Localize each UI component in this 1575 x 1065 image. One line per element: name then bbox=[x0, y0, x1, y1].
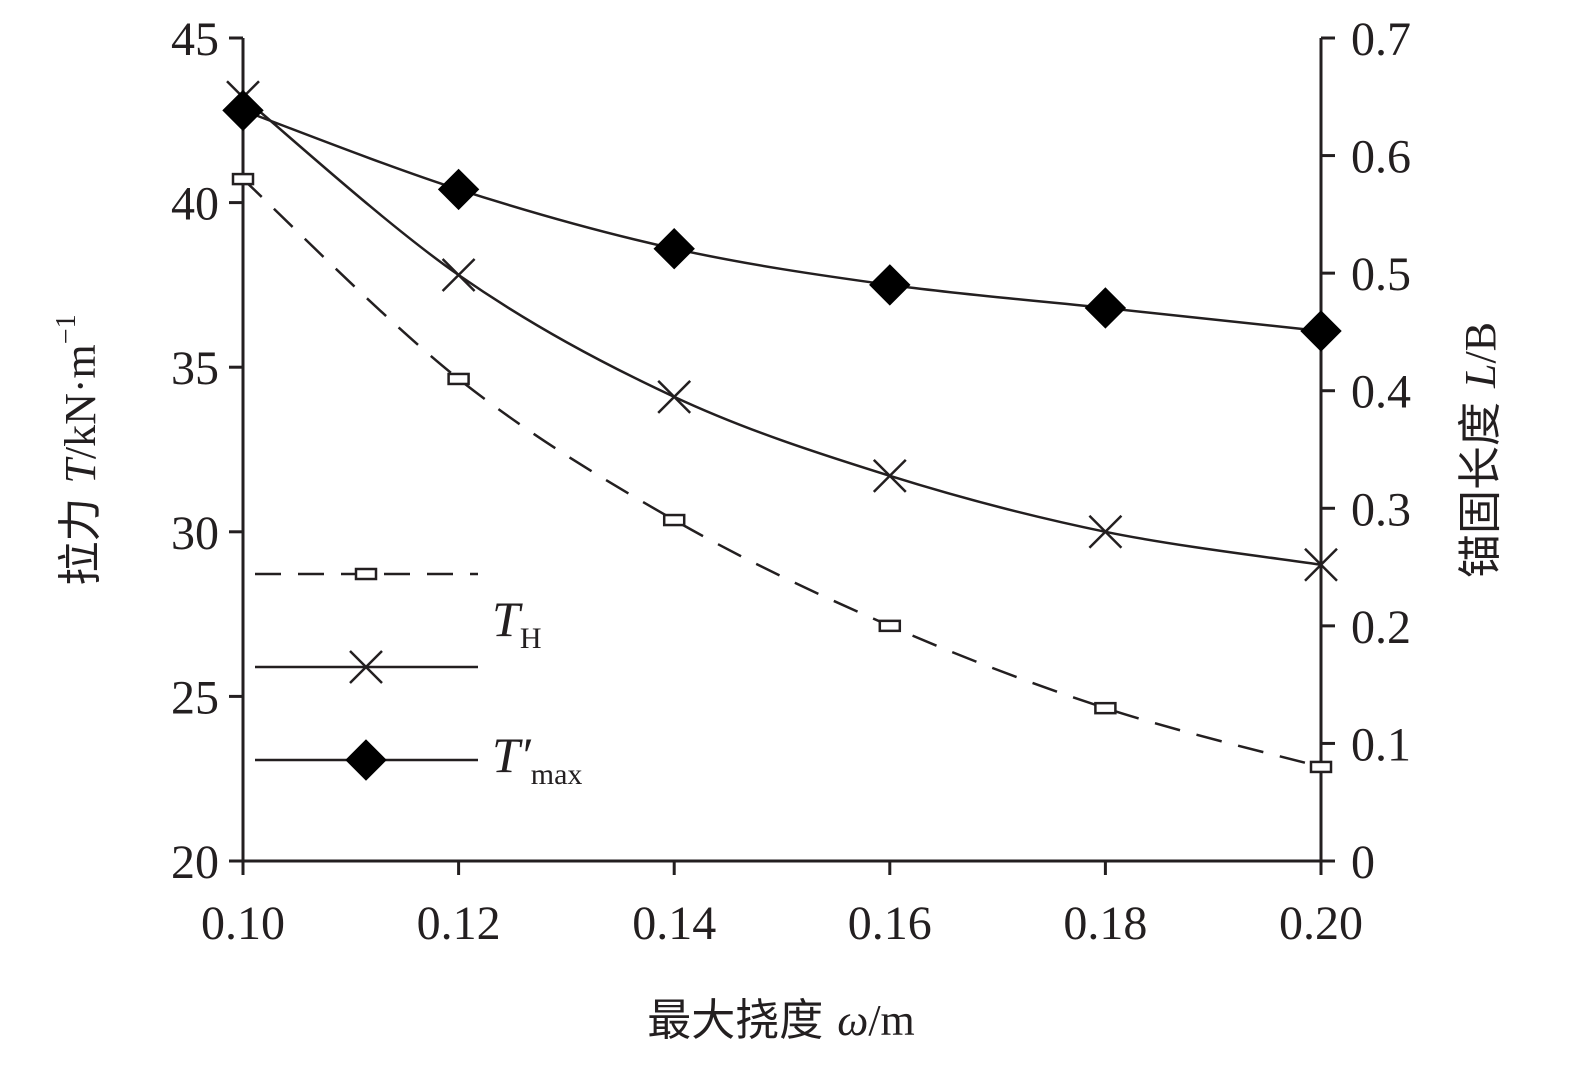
y-left-tick-label: 40 bbox=[171, 178, 219, 231]
series-1-point-1-stroke-b bbox=[441, 258, 476, 292]
x-tick-label: 0.18 bbox=[1063, 897, 1147, 950]
legend-label-2-sub: max bbox=[531, 758, 583, 791]
y-right-tick-label: 0.5 bbox=[1351, 248, 1411, 301]
y-right-tick-label: 0.2 bbox=[1351, 601, 1411, 654]
series-1-point-2-stroke-b bbox=[657, 379, 692, 414]
y-right-tick-label: 0.3 bbox=[1351, 483, 1411, 536]
series-1-point-5 bbox=[1304, 547, 1338, 582]
series-0-point-2 bbox=[662, 513, 686, 527]
y-right-axis-title-suffix: /B bbox=[1456, 322, 1505, 364]
x-axis-title-suffix: /m bbox=[868, 996, 914, 1045]
legend-label-2: T′max bbox=[492, 727, 582, 791]
x-tick-label: 0.16 bbox=[848, 897, 932, 950]
series-1-point-3 bbox=[872, 458, 907, 493]
series-2-point-4 bbox=[1084, 287, 1127, 329]
x-axis-title-prefix: 最大挠度 bbox=[647, 995, 837, 1046]
series-0-line bbox=[242, 178, 1322, 769]
series-2-point-1 bbox=[437, 168, 480, 211]
y-left-axis-title-var: T bbox=[56, 456, 105, 484]
series-2-point-3 bbox=[869, 264, 911, 306]
series-0-point-5 bbox=[1309, 760, 1333, 774]
legend-marker-1 bbox=[349, 650, 383, 684]
series-0-point-4 bbox=[1094, 701, 1117, 715]
series-2-line bbox=[242, 109, 1322, 333]
series-0-point-1 bbox=[447, 372, 470, 386]
y-right-tick-label: 0.4 bbox=[1351, 366, 1411, 419]
series-1-point-4 bbox=[1088, 514, 1123, 549]
series-1-point-5-stroke-b bbox=[1304, 547, 1338, 582]
y-left-tick-label: 20 bbox=[171, 836, 219, 889]
y-right-tick-label: 0.1 bbox=[1351, 718, 1411, 771]
y-left-tick-label: 30 bbox=[171, 507, 219, 560]
series-1 bbox=[226, 80, 1338, 582]
series-1-point-3-stroke-b bbox=[872, 458, 907, 493]
series-layer bbox=[222, 80, 1342, 774]
x-axis-title: 最大挠度 ω/m bbox=[647, 995, 915, 1046]
y-left-axis-title-sup: −1 bbox=[51, 314, 82, 344]
legend-marker-0 bbox=[354, 567, 378, 581]
series-0 bbox=[231, 172, 1333, 774]
series-0-point-0 bbox=[231, 172, 255, 186]
legend-marker-1-stroke-b bbox=[349, 650, 383, 684]
y-right-tick-label: 0.6 bbox=[1351, 131, 1411, 184]
x-tick-label: 0.12 bbox=[417, 897, 501, 950]
series-1-line bbox=[242, 96, 1322, 566]
series-0-point-3 bbox=[878, 619, 902, 633]
y-left-tick-label: 45 bbox=[171, 13, 219, 66]
legend-label-1: TH bbox=[492, 591, 541, 655]
y-right-tick-label: 0.7 bbox=[1351, 13, 1411, 66]
plot-area: 20 25 30 35 40 45 0 0.1 0.2 0.3 0.4 0.5 0.6 0.7 0.10 0.… bbox=[171, 13, 1411, 950]
legend-label-1-name: T bbox=[492, 591, 523, 647]
series-1-point-2 bbox=[657, 379, 692, 414]
series-1-point-1 bbox=[441, 258, 476, 292]
legend: TH T′max bbox=[255, 567, 582, 791]
x-tick-label: 0.14 bbox=[632, 897, 716, 950]
legend-label-1-sub: H bbox=[520, 622, 542, 655]
y-left-axis-title: 拉力 T/kN·m−1 bbox=[51, 314, 106, 585]
y-left-tick-label: 35 bbox=[171, 342, 219, 395]
y-left-axis-title-suffix: /kN·m bbox=[56, 344, 105, 459]
series-2-point-0 bbox=[222, 89, 264, 132]
series-1-point-4-stroke-b bbox=[1088, 514, 1123, 549]
legend-label-2-name: T′ bbox=[492, 727, 532, 783]
y-left-tick-label: 25 bbox=[171, 671, 219, 724]
y-left-axis-title-prefix: 拉力 bbox=[55, 484, 106, 586]
x-tick-label: 0.20 bbox=[1279, 897, 1363, 950]
y-right-tick-label: 0 bbox=[1351, 836, 1375, 889]
y-right-axis-title-var: L bbox=[1456, 364, 1505, 389]
x-axis-title-var: ω bbox=[837, 996, 868, 1045]
y-right-axis-title-prefix: 锚固长度 bbox=[1455, 388, 1506, 578]
legend-marker-2 bbox=[345, 739, 387, 781]
series-2-point-5 bbox=[1300, 310, 1342, 352]
x-tick-label: 0.10 bbox=[201, 897, 285, 950]
series-2-point-2 bbox=[653, 227, 695, 270]
y-right-axis-title: 锚固长度 L/B bbox=[1455, 322, 1506, 578]
series-2 bbox=[222, 89, 1342, 352]
